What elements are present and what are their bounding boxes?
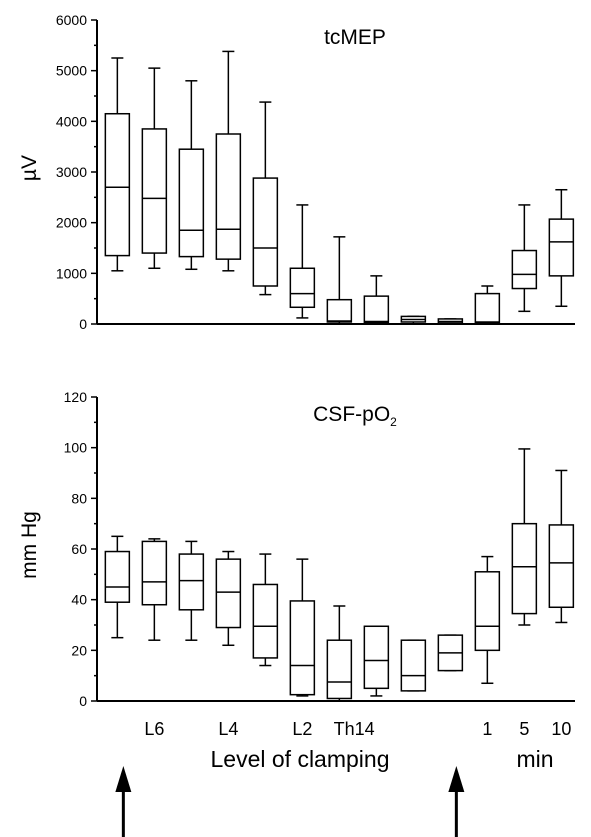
x-category-label: L2 xyxy=(292,719,312,739)
panel-csf-po2: 0 20 40 60 80 100 120 CSF-pO2 mm Hg L6 L4 L2 Th14 1 5 1… xyxy=(18,389,575,772)
box-iqr xyxy=(548,218,575,277)
box-11 xyxy=(474,555,501,685)
y-tick-label: 5000 xyxy=(56,63,87,79)
box-iqr xyxy=(363,295,390,324)
box-8 xyxy=(363,275,390,325)
box-iqr xyxy=(215,133,242,260)
y-tick-label: 40 xyxy=(71,592,87,608)
box-2 xyxy=(141,67,168,270)
box-3 xyxy=(178,80,205,271)
x-category-label: 10 xyxy=(551,719,571,739)
panel-tcmep: 0 1000 2000 3000 4000 5000 6000 tcMEP µV xyxy=(18,12,575,332)
box-iqr xyxy=(141,540,168,606)
box-10 xyxy=(437,634,464,672)
box-6 xyxy=(289,558,316,697)
box-iqr xyxy=(215,558,242,629)
x-category-label: Th14 xyxy=(334,719,375,739)
y-axis-label: µV xyxy=(18,155,41,181)
box-iqr xyxy=(252,583,279,659)
y-tick-label: 100 xyxy=(64,440,88,456)
arrow-head xyxy=(448,766,465,792)
box-iqr xyxy=(252,177,279,287)
box-iqr xyxy=(400,639,427,692)
box-13 xyxy=(548,469,575,624)
box-1 xyxy=(104,57,131,272)
box-8 xyxy=(363,625,390,697)
box-5 xyxy=(252,553,279,667)
start-arrow xyxy=(115,766,132,837)
y-tick-label: 60 xyxy=(71,541,87,557)
box-6 xyxy=(289,204,316,319)
y-axis-label: mm Hg xyxy=(18,511,41,579)
x-category-label: L4 xyxy=(218,719,238,739)
x-axis-label: Level of clamping xyxy=(211,746,390,772)
y-tick-label: 3000 xyxy=(56,164,87,180)
chart-title: CSF-pO2 xyxy=(313,403,397,429)
box-1 xyxy=(104,535,131,639)
box-iqr xyxy=(104,112,131,257)
x-axis-unit-label: min xyxy=(516,746,553,772)
y-tick-label: 0 xyxy=(79,316,87,332)
box-12 xyxy=(511,204,538,313)
box-3 xyxy=(178,540,205,641)
y-tick-label: 120 xyxy=(64,389,88,405)
x-category-label: 5 xyxy=(519,719,529,739)
box-12 xyxy=(511,448,538,626)
box-4 xyxy=(215,550,242,647)
y-tick-label: 80 xyxy=(71,490,87,506)
box-2 xyxy=(141,538,168,641)
y-tick-label: 6000 xyxy=(56,12,87,28)
box-iqr xyxy=(104,550,131,603)
box-7 xyxy=(326,605,353,702)
box-iqr xyxy=(363,625,390,690)
y-tick-label: 2000 xyxy=(56,215,87,231)
box-iqr xyxy=(178,553,205,611)
end-arrow xyxy=(448,766,465,837)
y-tick-label: 0 xyxy=(79,693,87,709)
box-9 xyxy=(400,315,427,325)
box-iqr xyxy=(141,128,168,254)
box-iqr xyxy=(289,600,316,696)
y-tick-label: 4000 xyxy=(56,113,87,129)
box-9 xyxy=(400,639,427,692)
box-iqr xyxy=(326,639,353,700)
box-iqr xyxy=(474,571,501,652)
box-iqr xyxy=(511,249,538,290)
box-5 xyxy=(252,101,279,296)
box-7 xyxy=(326,236,353,325)
box-iqr xyxy=(289,267,316,309)
box-4 xyxy=(215,50,242,272)
box-iqr xyxy=(178,148,205,258)
box-11 xyxy=(474,285,501,325)
box-iqr xyxy=(548,524,575,609)
box-10 xyxy=(437,318,464,325)
chart-title: tcMEP xyxy=(324,26,386,49)
y-tick-label: 1000 xyxy=(56,265,87,281)
box-13 xyxy=(548,188,575,308)
box-iqr xyxy=(474,292,501,324)
x-category-label: 1 xyxy=(482,719,492,739)
arrow-head xyxy=(115,766,132,792)
x-category-label: L6 xyxy=(144,719,164,739)
box-iqr xyxy=(326,298,353,323)
y-tick-label: 20 xyxy=(71,642,87,658)
title-subscript: 2 xyxy=(390,415,397,429)
box-iqr xyxy=(511,522,538,615)
